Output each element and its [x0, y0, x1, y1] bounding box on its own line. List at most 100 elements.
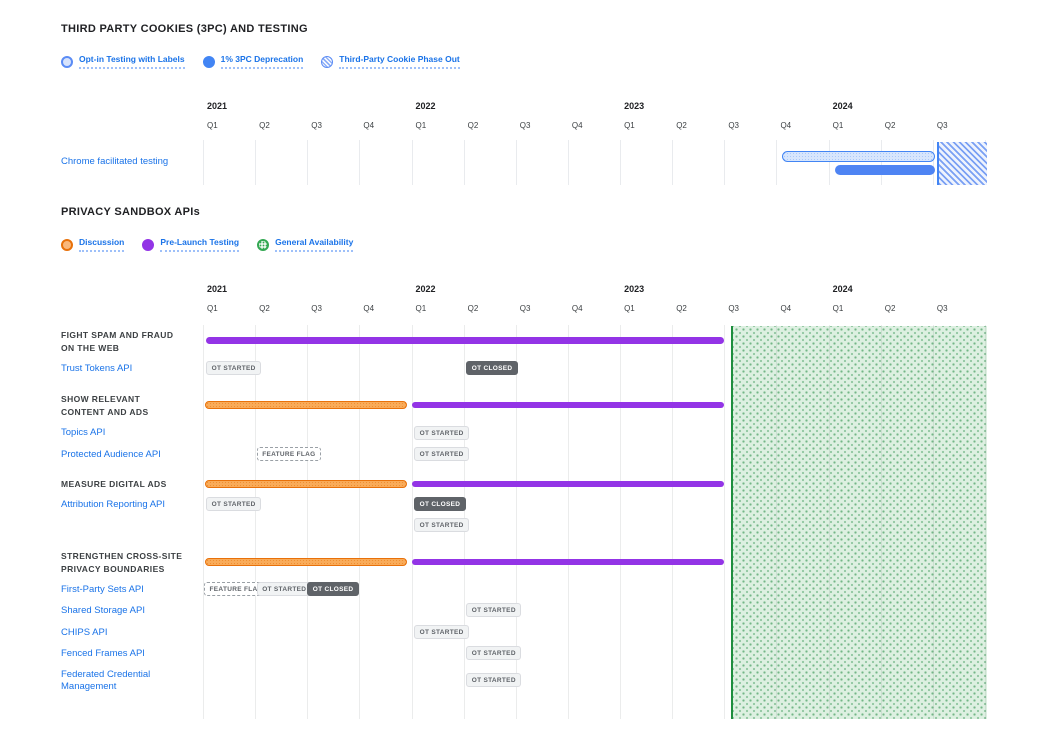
gridline [776, 325, 778, 719]
badge-ot-started: OT STARTED [466, 646, 522, 660]
quarter-label: Q2 [884, 121, 896, 130]
relevant-content-discussion-bar [205, 400, 408, 409]
row-label-shared-storage-api[interactable]: Shared Storage API [61, 605, 145, 616]
gridline [411, 325, 413, 719]
gridline [932, 140, 934, 185]
measure-ads-discussion-bar [205, 479, 408, 488]
badge-ot-started: OT STARTED [206, 361, 262, 375]
section-apis-legend: Discussion Pre-Launch Testing General Avai… [61, 237, 354, 252]
year-label: 2021 [207, 101, 228, 111]
badge-feature-flag: FEATURE FLAG [204, 582, 269, 596]
quarter-label: Q3 [728, 121, 739, 130]
quarter-label: Q3 [936, 121, 948, 130]
year-label: 2023 [624, 284, 645, 294]
green-dots-swatch-icon [257, 238, 270, 251]
legend-item-opt-in-testing-with-labels[interactable]: Opt-in Testing with Labels [61, 54, 185, 69]
badge-ot-started: OT STARTED [466, 603, 522, 617]
quarter-label: Q2 [259, 121, 270, 130]
quarter-label: Q4 [571, 304, 583, 313]
gridline [567, 140, 569, 185]
row-label-federated-credential-management[interactable]: Federated Credential Management [61, 669, 151, 692]
legend-label: 1% 3PC Deprecation [220, 54, 304, 69]
quarter-label: Q1 [207, 121, 218, 130]
quarter-label: Q2 [676, 304, 687, 313]
gridline [515, 325, 517, 719]
badge-ot-closed: OT CLOSED [466, 361, 518, 375]
general-availability-region [730, 326, 987, 719]
cross-site-prelaunch-bar [412, 558, 725, 565]
group-label-show-relevant-content-and-ads: SHOW RELEVANT CONTENT AND ADS [61, 394, 149, 417]
gridline [411, 140, 413, 185]
year-label: 2024 [832, 101, 853, 111]
year-label: 2023 [624, 101, 645, 111]
quarter-label: Q2 [259, 304, 270, 313]
group-label-strengthen-cross-site-privacy-boundaries: STRENGTHEN CROSS-SITE PRIVACY BOUNDARIES [61, 551, 183, 574]
badge-ot-started: OT STARTED [206, 497, 262, 511]
quarter-label: Q2 [884, 304, 896, 313]
gridline [776, 140, 778, 185]
quarter-label: Q1 [624, 304, 635, 313]
row-label-topics-api[interactable]: Topics API [61, 427, 106, 438]
row-label-chrome-facilitated-testing[interactable]: Chrome facilitated testing [61, 156, 169, 167]
quarter-label: Q4 [780, 121, 792, 130]
quarter-label: Q4 [780, 304, 792, 313]
group-label-fight-spam-and-fraud-on-the-web: FIGHT SPAM AND FRAUD ON THE WEB [61, 330, 174, 353]
legend-label: Discussion [79, 237, 125, 252]
gridline [880, 325, 882, 719]
row-label-attribution-reporting-api[interactable]: Attribution Reporting API [61, 499, 166, 510]
gridline [307, 325, 309, 719]
row-label-trust-tokens-api[interactable]: Trust Tokens API [61, 363, 133, 374]
one-percent-3pc-deprecation-bar [834, 164, 935, 175]
cross-site-discussion-bar [205, 557, 408, 566]
legend-item-third-party-cookie-phase-out[interactable]: Third-Party Cookie Phase Out [321, 54, 460, 69]
gridline [359, 140, 361, 185]
quarter-label: Q1 [832, 121, 844, 130]
gridline [620, 325, 622, 719]
year-label: 2024 [832, 284, 853, 294]
row-label-protected-audience-api[interactable]: Protected Audience API [61, 449, 161, 460]
blue-outline-swatch-icon [61, 55, 73, 68]
measure-ads-prelaunch-bar [412, 480, 725, 487]
badge-ot-started: OT STARTED [256, 582, 312, 596]
legend-item-general-availability[interactable]: General Availability [257, 237, 354, 252]
quarter-label: Q1 [624, 121, 635, 130]
quarter-label: Q1 [415, 304, 427, 313]
gridline [463, 140, 465, 185]
badge-ot-started: OT STARTED [466, 673, 522, 687]
opt-in-testing-with-labels-bar [781, 151, 935, 162]
quarter-label: Q2 [467, 121, 479, 130]
orange-outline-swatch-icon [61, 238, 73, 251]
legend-label: Opt-in Testing with Labels [79, 54, 185, 69]
badge-ot-started: OT STARTED [414, 426, 470, 440]
quarter-label: Q3 [311, 304, 322, 313]
gridline [620, 140, 622, 185]
legend-item-discussion[interactable]: Discussion [61, 237, 125, 252]
row-label-chips-api[interactable]: CHIPS API [61, 627, 108, 638]
gridline [203, 140, 204, 185]
third-party-cookie-phase-out-region [937, 142, 987, 185]
legend-item-pre-launch-testing[interactable]: Pre-Launch Testing [142, 237, 240, 252]
gridline [985, 325, 986, 719]
section-3pc-legend: Opt-in Testing with Labels 1% 3PC Depreca… [61, 54, 460, 69]
section-3pc-title: THIRD PARTY COOKIES (3PC) AND TESTING [61, 23, 308, 35]
gridline [255, 325, 257, 719]
legend-item-1-3pc-deprecation[interactable]: 1% 3PC Deprecation [202, 54, 304, 69]
gridline [307, 140, 309, 185]
legend-label: General Availability [275, 237, 354, 252]
section-apis-title: PRIVACY SANDBOX APIs [61, 206, 201, 218]
purple-solid-swatch-icon [142, 238, 155, 251]
badge-ot-closed: OT CLOSED [307, 582, 359, 596]
gridline [932, 325, 934, 719]
quarter-label: Q3 [311, 121, 322, 130]
row-label-fenced-frames-api[interactable]: Fenced Frames API [61, 648, 145, 659]
gridline [828, 140, 830, 185]
gridline [828, 325, 830, 719]
badge-ot-closed: OT CLOSED [414, 497, 466, 511]
group-label-measure-digital-ads: MEASURE DIGITAL ADS [61, 479, 167, 489]
badge-ot-started: OT STARTED [414, 447, 470, 461]
quarter-label: Q2 [467, 304, 479, 313]
row-label-first-party-sets-api[interactable]: First-Party Sets API [61, 584, 144, 595]
badge-ot-started: OT STARTED [414, 625, 470, 639]
